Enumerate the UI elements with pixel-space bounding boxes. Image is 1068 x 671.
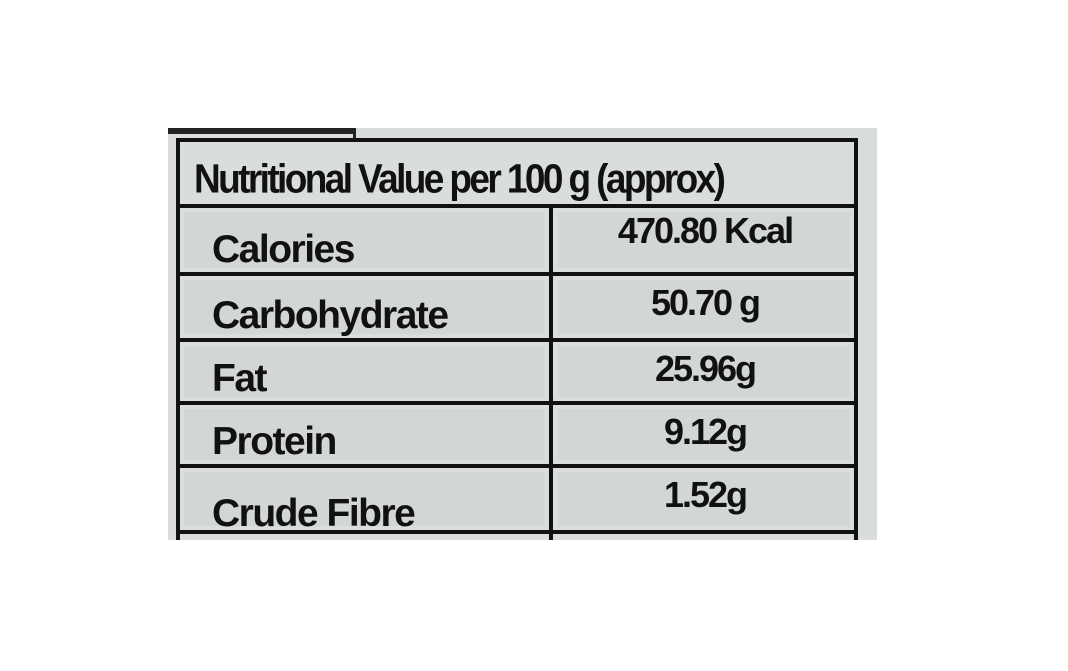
nutrient-value: 9.12g <box>663 411 748 452</box>
table-row-partial <box>180 534 854 540</box>
top-edge-strip <box>168 128 353 134</box>
table-row: Crude Fibre 1.52g <box>180 468 854 535</box>
nutrition-label-photo: Nutritional Value per 100 g (approx) Cal… <box>168 128 877 540</box>
nutrient-value: 1.52g <box>663 474 748 515</box>
nutrient-name: Crude Fibre <box>212 492 416 535</box>
nutrient-value: 50.70 g <box>650 282 761 323</box>
nutrition-table: Nutritional Value per 100 g (approx) Cal… <box>176 138 858 540</box>
table-title: Nutritional Value per 100 g (approx) <box>194 156 726 202</box>
nutrient-name: Protein <box>212 420 337 463</box>
table-row: Carbohydrate 50.70 g <box>180 276 854 342</box>
nutrient-value: 25.96g <box>654 348 757 389</box>
top-edge-tick <box>353 128 356 142</box>
table-row: Fat 25.96g <box>180 342 854 405</box>
nutrient-name: Fat <box>212 357 268 400</box>
table-row: Protein 9.12g <box>180 405 854 468</box>
nutrient-name: Carbohydrate <box>212 294 449 337</box>
table-row: Calories 470.80 Kcal <box>180 208 854 276</box>
table-header: Nutritional Value per 100 g (approx) <box>180 142 854 208</box>
nutrient-name: Calories <box>212 228 355 271</box>
nutrient-value: 470.80 Kcal <box>617 210 794 251</box>
